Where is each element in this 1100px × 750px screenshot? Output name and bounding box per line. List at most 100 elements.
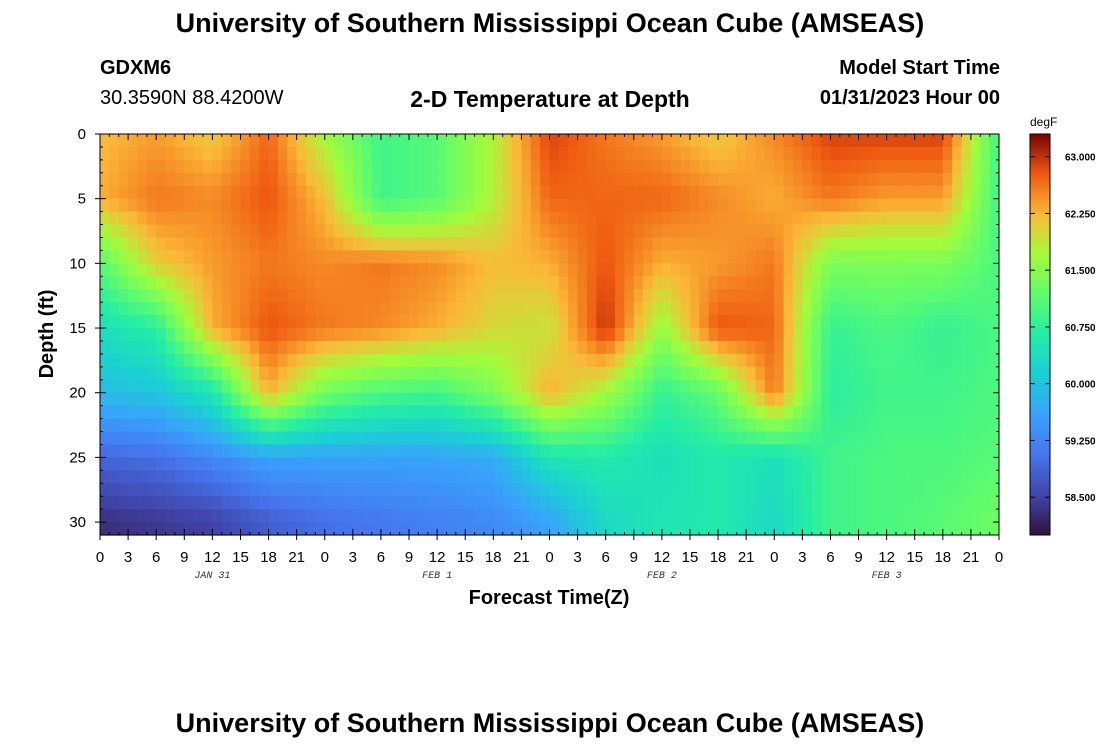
heatmap-cell: [137, 302, 148, 316]
heatmap-cell: [568, 496, 579, 510]
heatmap-cell: [315, 276, 326, 290]
heatmap-cell: [203, 431, 213, 446]
heatmap-cell: [549, 496, 560, 510]
heatmap-cell: [334, 379, 345, 394]
heatmap-cell: [680, 134, 691, 148]
heatmap-cell: [165, 315, 176, 329]
heatmap-cell: [203, 159, 213, 174]
heatmap-cell: [914, 340, 925, 355]
heatmap-cell: [821, 496, 832, 510]
heatmap-cell: [633, 250, 644, 264]
heatmap-cell: [952, 211, 963, 226]
heatmap-cell: [277, 470, 288, 484]
heatmap-cell: [259, 250, 270, 264]
heatmap-cell: [961, 250, 972, 264]
heatmap-cell: [952, 522, 963, 536]
heatmap-cell: [577, 224, 588, 239]
heatmap-cell: [165, 237, 176, 252]
heatmap-cell: [624, 159, 635, 174]
heatmap-cell: [652, 198, 663, 213]
heatmap-cell: [109, 509, 120, 523]
heatmap-cell: [942, 315, 953, 329]
heatmap-cell: [240, 366, 251, 381]
heatmap-cell: [689, 470, 700, 484]
heatmap-cell: [521, 522, 532, 536]
heatmap-cell: [671, 198, 682, 213]
heatmap-cell: [633, 134, 644, 148]
heatmap-cell: [989, 444, 1000, 458]
heatmap-cell: [306, 522, 316, 536]
heatmap-cell: [352, 198, 363, 213]
heatmap-cell: [259, 405, 270, 420]
heatmap-cell: [362, 353, 373, 368]
heatmap-cell: [437, 289, 448, 303]
heatmap-cell: [287, 302, 298, 316]
heatmap-cell: [268, 198, 279, 213]
heatmap-cell: [390, 237, 401, 252]
heatmap-cell: [465, 418, 476, 433]
heatmap-cell: [905, 159, 916, 174]
heatmap-cell: [811, 444, 822, 458]
heatmap-cell: [605, 250, 616, 264]
heatmap-cell: [493, 159, 504, 174]
heatmap-cell: [343, 237, 354, 252]
heatmap-cell: [783, 134, 794, 148]
heatmap-cell: [549, 405, 560, 420]
heatmap-cell: [109, 211, 120, 226]
heatmap-cell: [839, 379, 850, 394]
heatmap-cell: [118, 509, 129, 523]
heatmap-cell: [858, 198, 869, 213]
heatmap-cell: [352, 185, 363, 200]
heatmap-cell: [821, 211, 832, 226]
heatmap-cell: [137, 146, 148, 161]
heatmap-cell: [652, 302, 663, 316]
heatmap-cell: [839, 211, 850, 226]
heatmap-cell: [352, 340, 363, 355]
heatmap-cell: [961, 198, 972, 213]
heatmap-cell: [633, 522, 644, 536]
heatmap-cell: [895, 340, 906, 355]
heatmap-cell: [362, 198, 373, 213]
heatmap-cell: [764, 250, 775, 264]
heatmap-cell: [315, 418, 326, 433]
heatmap-cell: [727, 483, 738, 497]
heatmap-cell: [605, 405, 616, 420]
heatmap-cell: [193, 483, 204, 497]
heatmap-cell: [961, 224, 972, 239]
heatmap-cell: [727, 185, 738, 200]
heatmap-cell: [586, 328, 597, 342]
heatmap-cell: [652, 353, 663, 368]
heatmap-cell: [437, 470, 448, 484]
heatmap-cell: [512, 250, 522, 264]
heatmap-cell: [924, 405, 935, 420]
heatmap-cell: [811, 172, 822, 187]
heatmap-cell: [708, 340, 719, 355]
heatmap-cell: [671, 276, 682, 290]
heatmap-cell: [455, 315, 466, 329]
heatmap-cell: [624, 198, 635, 213]
heatmap-cell: [343, 431, 354, 446]
heatmap-cell: [615, 509, 626, 523]
heatmap-cell: [493, 289, 504, 303]
heatmap-cell: [961, 134, 972, 148]
heatmap-cell: [605, 444, 616, 458]
heatmap-cell: [296, 237, 307, 252]
heatmap-cell: [530, 405, 541, 420]
heatmap-cell: [240, 198, 251, 213]
heatmap-cell: [858, 185, 869, 200]
heatmap-cell: [165, 328, 176, 342]
heatmap-cell: [689, 315, 700, 329]
heatmap-cell: [980, 522, 991, 536]
heatmap-cell: [324, 134, 335, 148]
heatmap-cell: [774, 198, 785, 213]
heatmap-cell: [549, 431, 560, 446]
heatmap-cell: [212, 211, 223, 226]
heatmap-cell: [568, 237, 579, 252]
heatmap-cell: [661, 444, 672, 458]
heatmap-cell: [914, 159, 925, 174]
heatmap-cell: [821, 431, 832, 446]
heatmap-cell: [409, 522, 419, 536]
heatmap-cell: [755, 379, 766, 394]
heatmap-cell: [558, 198, 569, 213]
x-tick-label: 12: [654, 549, 671, 566]
